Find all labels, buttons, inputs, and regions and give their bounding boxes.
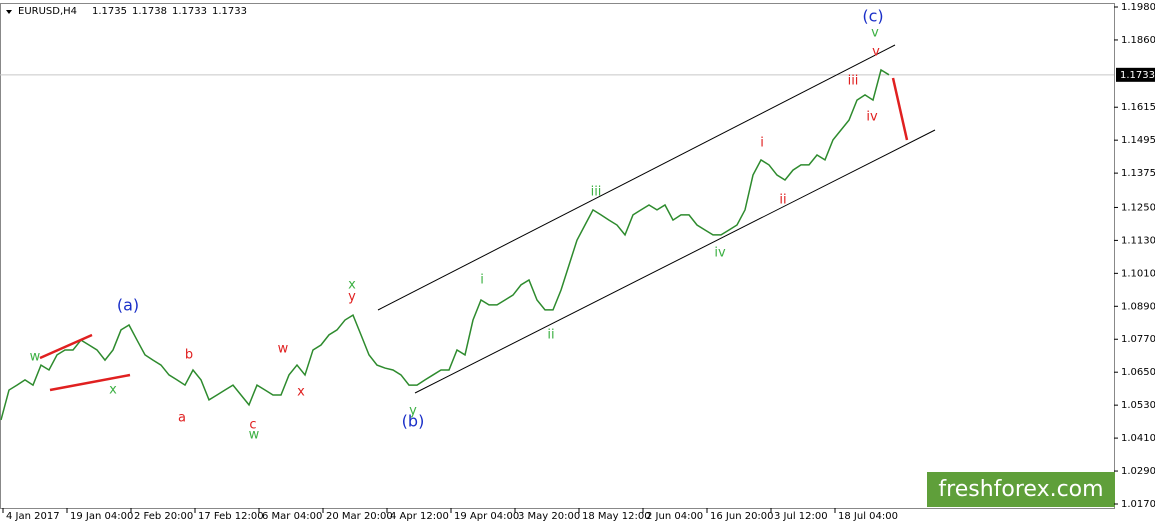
y-tick-label: 1.1860 bbox=[1121, 35, 1155, 46]
wave-label: w bbox=[30, 350, 41, 365]
wave-label: iii bbox=[591, 185, 602, 200]
triangle-lower bbox=[49, 373, 131, 392]
x-tick-label: 3 May 20:00 bbox=[518, 511, 580, 522]
y-tick-label: 1.1495 bbox=[1121, 135, 1155, 146]
x-tick-label: 19 Jan 04:00 bbox=[70, 511, 133, 522]
watermark: freshforex.com bbox=[938, 477, 1103, 502]
wave-label: iv bbox=[866, 110, 878, 125]
wave-label: ii bbox=[779, 193, 786, 208]
last-price-box bbox=[1116, 67, 1155, 82]
y-tick-label: 1.0770 bbox=[1121, 334, 1155, 345]
y-tick-label: 1.1250 bbox=[1121, 202, 1155, 213]
ohlc-value: 1.1738 bbox=[132, 6, 167, 17]
x-tick-label: 18 May 12:00 bbox=[582, 511, 651, 522]
wave-label: w bbox=[278, 342, 289, 357]
wave-label: x bbox=[297, 385, 305, 400]
y-tick-label: 1.0650 bbox=[1121, 367, 1155, 378]
y-tick-label: 1.0290 bbox=[1121, 466, 1155, 477]
ohlc-value: 1.1735 bbox=[92, 6, 127, 17]
ohlc-value: 1.1733 bbox=[212, 6, 247, 17]
forecast-arrow bbox=[891, 77, 909, 141]
wave-label: x bbox=[348, 278, 356, 293]
wave-label: i bbox=[480, 273, 484, 288]
y-tick-label: 1.0890 bbox=[1121, 301, 1155, 312]
wave-label: b bbox=[185, 348, 193, 363]
wave-label: c bbox=[249, 418, 256, 433]
wave-label: x bbox=[109, 383, 117, 398]
x-tick-label: 3 Jul 12:00 bbox=[774, 511, 828, 522]
y-tick-label: 1.0170 bbox=[1121, 499, 1155, 510]
last-price-label: 1.1733 bbox=[1120, 70, 1155, 81]
wave-label: v bbox=[872, 45, 880, 60]
wave-label: i bbox=[760, 136, 764, 151]
x-tick-label: 20 Mar 20:00 bbox=[326, 511, 393, 522]
price-line bbox=[0, 68, 890, 421]
wave-label: iii bbox=[848, 74, 859, 89]
x-tick-label: 2 Jun 04:00 bbox=[646, 511, 703, 522]
y-tick-label: 1.1130 bbox=[1121, 235, 1155, 246]
y-tick-label: 1.0410 bbox=[1121, 433, 1155, 444]
y-tick-label: 1.1615 bbox=[1121, 102, 1155, 113]
x-tick-label: 4 Jan 2017 bbox=[6, 511, 60, 522]
wave-label: (b) bbox=[402, 412, 425, 431]
x-tick-label: 18 Jul 04:00 bbox=[838, 511, 898, 522]
symbol: EURUSD,H4 bbox=[18, 6, 77, 17]
wave-label: w bbox=[249, 428, 260, 443]
x-tick-label: 2 Feb 20:00 bbox=[134, 511, 193, 522]
wave-label: (c) bbox=[862, 7, 883, 26]
wave-label: a bbox=[178, 411, 186, 426]
channel-upper bbox=[377, 44, 896, 311]
y-tick-label: 1.1010 bbox=[1121, 268, 1155, 279]
wave-label: iv bbox=[714, 246, 726, 261]
triangle-upper bbox=[39, 333, 93, 360]
x-tick-label: 6 Mar 04:00 bbox=[262, 511, 322, 522]
wave-label: v bbox=[871, 26, 879, 41]
y-tick-label: 1.1375 bbox=[1121, 168, 1155, 179]
plot-frame bbox=[0, 3, 1115, 509]
x-tick-label: 19 Apr 04:00 bbox=[454, 511, 519, 522]
menu-arrow bbox=[6, 10, 12, 14]
ohlc-value: 1.1733 bbox=[172, 6, 207, 17]
channel-lower bbox=[414, 129, 936, 394]
wave-label: y bbox=[348, 290, 356, 305]
x-tick-label: 4 Apr 12:00 bbox=[390, 511, 449, 522]
wave-label: (a) bbox=[117, 296, 139, 315]
x-tick-label: 17 Feb 12:00 bbox=[198, 511, 264, 522]
y-tick-label: 1.0530 bbox=[1121, 400, 1155, 411]
x-tick-label: 16 Jun 20:00 bbox=[710, 511, 774, 522]
wave-label: y bbox=[409, 404, 417, 419]
wave-label: ii bbox=[547, 328, 554, 343]
y-tick-label: 1.1980 bbox=[1121, 2, 1155, 13]
watermark-box bbox=[927, 472, 1115, 507]
